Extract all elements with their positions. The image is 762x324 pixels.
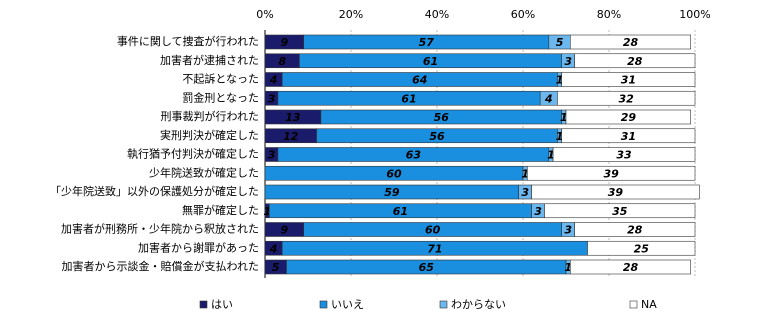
y-tick-label: 実刑判決が確定した (160, 128, 259, 142)
value-label: 1 (263, 205, 271, 218)
y-tick-label: 加害者から示談金・賠償金が支払われた (62, 259, 259, 273)
value-label: 28 (627, 224, 643, 237)
value-label: 3 (564, 224, 572, 237)
y-tick-label: 事件に関して捜査が行われた (117, 34, 259, 48)
bar-segment (552, 147, 696, 162)
legend-label: わからない (451, 298, 506, 311)
bar-segment (569, 34, 691, 50)
value-label: 4 (269, 242, 278, 255)
y-tick-label: 少年院送致が確定した (149, 165, 259, 179)
value-label: 56 (434, 111, 450, 124)
value-label: 61 (423, 55, 438, 68)
value-label: 8 (278, 55, 286, 68)
legend-swatch (199, 300, 208, 309)
bar-segment (561, 128, 696, 144)
value-label: 60 (386, 167, 402, 180)
value-label: 61 (401, 92, 416, 105)
value-label: 25 (634, 242, 650, 255)
value-label: 1 (564, 261, 572, 274)
value-label: 3 (564, 55, 572, 68)
value-label: 56 (429, 130, 445, 143)
y-tick-label: 加害者が逮捕された (160, 53, 259, 67)
legend-swatch (629, 300, 638, 309)
value-label: 65 (419, 261, 435, 274)
value-label: 3 (521, 186, 529, 199)
value-label: 1 (547, 149, 555, 162)
bar-segment (544, 203, 696, 219)
value-label: 35 (612, 205, 628, 218)
x-tick-label: 0% (256, 8, 273, 21)
x-tick-label: 60% (511, 8, 535, 21)
legend-label: はい (211, 298, 233, 311)
value-label: 5 (556, 36, 564, 49)
value-label: 4 (269, 74, 278, 87)
y-tick-label: 無罪が確定した (182, 203, 259, 217)
value-label: 33 (616, 149, 632, 162)
value-label: 71 (427, 242, 442, 255)
value-label: 59 (384, 186, 400, 199)
value-label: 1 (556, 130, 564, 143)
bar-segment (574, 222, 696, 237)
bar-segment (587, 240, 696, 256)
y-tick-label: 刑事裁判が行われた (161, 109, 259, 123)
value-label: 3 (268, 92, 276, 105)
x-tick-label: 40% (425, 8, 449, 21)
value-label: 57 (419, 36, 435, 49)
value-label: 64 (412, 74, 427, 87)
bar-segment (565, 109, 691, 125)
value-label: 61 (393, 205, 408, 218)
value-label: 1 (560, 111, 568, 124)
value-label: 31 (621, 130, 636, 143)
value-label: 39 (603, 167, 619, 180)
value-label: 1 (556, 74, 564, 87)
legend-label: いいえ (331, 298, 364, 311)
value-label: 9 (281, 36, 289, 49)
bar-segment (574, 53, 696, 69)
value-label: 1 (521, 167, 529, 180)
value-label: 12 (283, 130, 299, 143)
value-label: 9 (281, 224, 289, 237)
value-label: 13 (285, 111, 301, 124)
legend-swatch (439, 300, 448, 309)
bar-segment (561, 72, 696, 87)
legend-label: NA (641, 298, 657, 311)
value-label: 32 (619, 92, 635, 105)
value-label: 28 (627, 55, 643, 68)
bar-segment (557, 90, 696, 106)
value-label: 63 (406, 149, 422, 162)
value-label: 31 (621, 74, 636, 87)
y-tick-label: 不起訴となった (182, 72, 259, 86)
value-label: 3 (268, 149, 276, 162)
x-tick-label: 80% (597, 8, 621, 21)
x-tick-label: 20% (339, 8, 363, 21)
y-tick-label: 罰金刑となった (182, 90, 259, 104)
legend-swatch (319, 300, 328, 309)
y-tick-label: 加害者から謝罪があった (138, 240, 259, 254)
value-label: 3 (534, 205, 542, 218)
x-tick-label: 100% (679, 8, 710, 21)
value-label: 60 (425, 224, 441, 237)
y-tick-label: 加害者が刑務所・少年院から釈放された (61, 222, 259, 236)
y-tick-label: 「少年院送致」以外の保護処分が確定した (50, 184, 259, 198)
bar-segment (569, 259, 691, 275)
value-label: 28 (623, 36, 639, 49)
value-label: 39 (608, 186, 624, 199)
value-label: 5 (272, 261, 280, 274)
value-label: 29 (621, 111, 637, 124)
value-label: 28 (623, 261, 639, 274)
bar-segment (526, 165, 696, 181)
bar-segment (531, 184, 700, 200)
value-label: 4 (544, 92, 553, 105)
y-tick-label: 執行猶予付判決が確定した (127, 147, 259, 161)
